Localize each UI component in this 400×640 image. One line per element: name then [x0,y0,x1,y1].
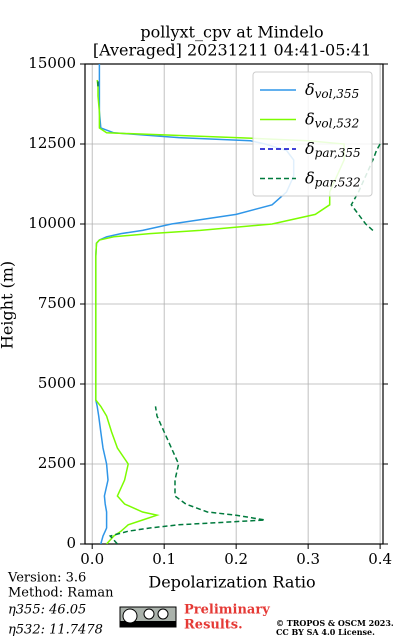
x-tick-label: 0.2 [224,550,248,568]
copyright: CC BY SA 4.0 License. [276,627,375,637]
notice: Preliminary [184,603,270,618]
y-tick-label: 7500 [38,294,76,312]
x-tick-label: 0.0 [80,550,104,568]
legend-label: δpar,355 [305,139,361,160]
x-tick-label: 0.1 [152,550,176,568]
footer-line: η532: 11.7478 [8,623,103,638]
legend-label: δpar,532 [305,168,361,189]
legend-box [252,71,373,197]
footer-line: η355: 46.05 [8,603,86,618]
chart-subtitle: [Averaged] 20231211 04:41-05:41 [93,41,371,60]
y-tick-label: 5000 [38,374,76,392]
y-tick-label: 2500 [38,454,76,472]
footer-line: Version: 3.6 [7,571,86,586]
license-logo [119,606,177,628]
y-tick-label: 12500 [28,134,76,152]
footer-line: Method: Raman [8,586,114,601]
y-axis-label: Height (m) [0,261,17,349]
y-tick-label: 15000 [28,54,76,72]
y-tick-label: 10000 [28,214,76,232]
x-axis-label: Depolarization Ratio [148,573,315,592]
legend-label: δvol,532 [305,109,359,130]
plot-frame [84,63,384,545]
x-tick-label: 0.4 [368,550,392,568]
chart-title: pollyxt_cpv at Mindelo [140,23,323,42]
legend-label: δvol,355 [305,80,359,101]
y-tick-label: 0 [66,534,76,552]
copyright: © TROPOS & OSCM 2023. [276,618,394,628]
x-tick-label: 0.3 [296,550,320,568]
notice: Results. [184,618,243,633]
